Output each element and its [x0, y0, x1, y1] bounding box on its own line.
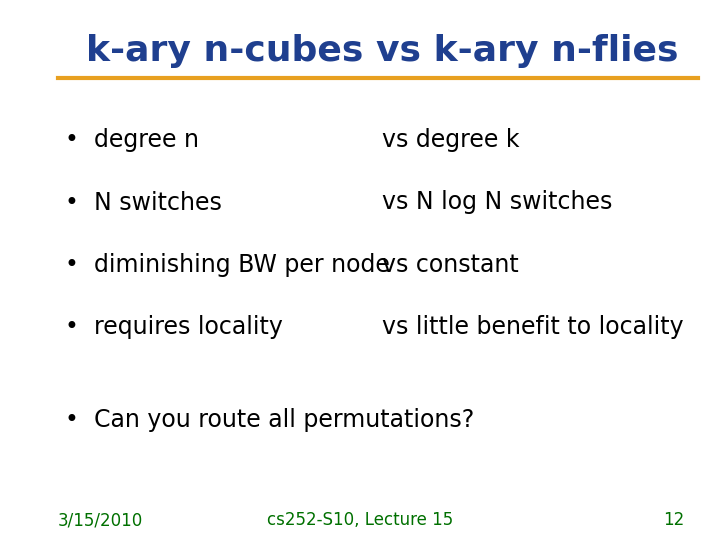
Text: vs N log N switches: vs N log N switches [382, 191, 612, 214]
Text: vs little benefit to locality: vs little benefit to locality [382, 315, 683, 339]
Text: cs252-S10, Lecture 15: cs252-S10, Lecture 15 [267, 511, 453, 529]
Text: diminishing BW per node: diminishing BW per node [94, 253, 390, 276]
Text: requires locality: requires locality [94, 315, 282, 339]
Text: •: • [65, 191, 78, 214]
Text: Can you route all permutations?: Can you route all permutations? [94, 408, 474, 432]
Text: 3/15/2010: 3/15/2010 [58, 511, 143, 529]
Text: vs constant: vs constant [382, 253, 518, 276]
Text: degree n: degree n [94, 129, 199, 152]
Text: 12: 12 [662, 511, 684, 529]
Text: k-ary n-cubes vs k-ary n-flies: k-ary n-cubes vs k-ary n-flies [86, 33, 679, 68]
Text: •: • [65, 315, 78, 339]
Text: •: • [65, 408, 78, 432]
Text: vs degree k: vs degree k [382, 129, 519, 152]
Text: •: • [65, 129, 78, 152]
Text: N switches: N switches [94, 191, 222, 214]
Text: •: • [65, 253, 78, 276]
